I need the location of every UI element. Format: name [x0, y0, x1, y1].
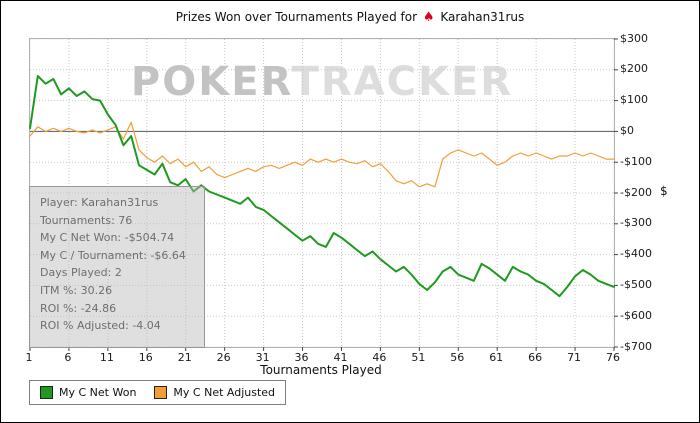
x-tick-label: 76 — [606, 351, 620, 364]
chart-title: Prizes Won over Tournaments Played for ♠… — [1, 10, 699, 25]
stat-roi: ROI %: -24.86 — [40, 301, 117, 315]
stat-days-played: Days Played: 2 — [40, 266, 122, 280]
x-tick-label: 26 — [216, 351, 231, 364]
x-tick-label: 46 — [372, 351, 387, 364]
x-tick-label: 16 — [138, 351, 153, 364]
watermark-tracker: TRACKER — [291, 59, 514, 105]
y-axis-title: $ — [660, 184, 668, 198]
y-tick-label: $300 — [620, 31, 648, 45]
x-tick-label: 21 — [177, 351, 192, 364]
pokerstars-spade-icon: ♠ — [422, 10, 435, 25]
x-tick-label: 31 — [255, 351, 270, 364]
y-tick-label: $100 — [620, 93, 648, 107]
stat-roi-adjusted: ROI % Adjusted: -4.04 — [40, 319, 161, 333]
stat-player: Player: Karahan31rus — [40, 196, 159, 209]
stat-net-won: My C Net Won: -$504.74 — [40, 231, 175, 245]
plot-area: POKERTRACKER Player: Karahan31rus Tourna… — [29, 38, 618, 351]
chart-canvas — [29, 38, 618, 351]
x-axis-title: Tournaments Played — [260, 363, 382, 377]
y-tick-label: -$100 — [620, 154, 652, 168]
stat-itm: ITM %: 30.26 — [40, 283, 113, 297]
chart-legend: My C Net Won My C Net Adjusted — [29, 380, 287, 405]
chart-title-text: Prizes Won over Tournaments Played for — [175, 10, 417, 24]
y-tick-label: $0 — [620, 123, 634, 137]
legend-item-net-won: My C Net Won — [40, 386, 136, 399]
legend-label-net-won: My C Net Won — [59, 386, 137, 399]
legend-item-net-adjusted: My C Net Adjusted — [154, 386, 275, 399]
y-tick-label: -$400 — [620, 247, 652, 261]
stats-overlay: Player: Karahan31rus Tournaments: 76 My … — [29, 186, 205, 348]
chart-title-player: Karahan31rus — [440, 10, 525, 24]
y-tick-label: -$700 — [620, 339, 652, 353]
x-tick-label: 61 — [489, 351, 504, 364]
y-tick-label: -$600 — [620, 308, 652, 322]
y-tick-label: -$500 — [620, 277, 652, 291]
y-tick-label: -$200 — [620, 185, 652, 199]
stat-per-tournament: My C / Tournament: -$6.64 — [40, 248, 186, 262]
x-tick-label: 56 — [450, 351, 465, 364]
x-tick-label: 1 — [25, 351, 33, 364]
x-tick-label: 36 — [294, 351, 309, 364]
x-tick-label: 51 — [411, 351, 426, 364]
x-tick-label: 6 — [64, 351, 72, 364]
x-tick-label: 71 — [567, 351, 582, 364]
y-tick-label: -$300 — [620, 216, 652, 230]
legend-label-net-adjusted: My C Net Adjusted — [173, 386, 276, 399]
stat-tournaments: Tournaments: 76 — [40, 213, 133, 227]
net-adjusted-swatch-icon — [154, 386, 168, 399]
x-tick-label: 11 — [99, 351, 114, 364]
net-won-swatch-icon — [40, 386, 53, 399]
y-tick-label: $200 — [620, 62, 648, 76]
x-tick-label: 66 — [528, 351, 543, 364]
x-tick-label: 41 — [333, 351, 348, 364]
